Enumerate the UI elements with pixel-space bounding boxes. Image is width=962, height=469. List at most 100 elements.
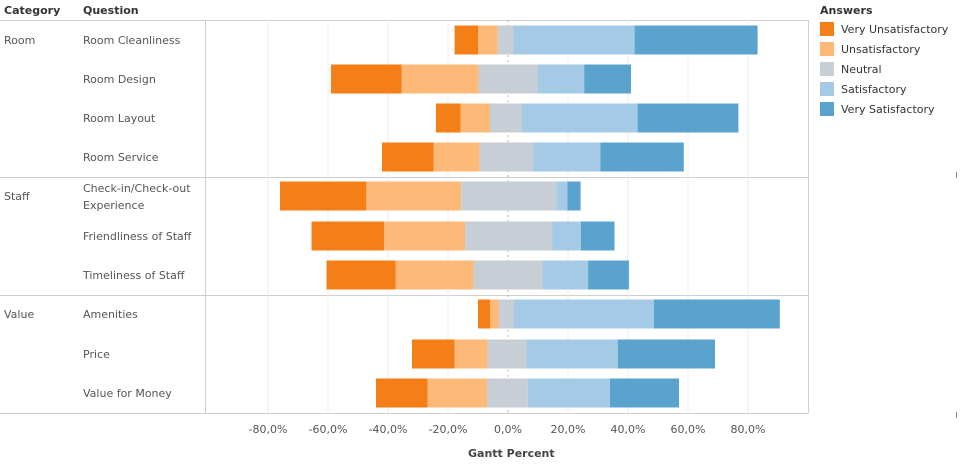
bar-segment-very-unsatisfactory[interactable] bbox=[311, 221, 385, 251]
question-label-friendliness-of-staff: Friendliness of Staff bbox=[83, 230, 192, 243]
legend-item-satisfactory[interactable]: Satisfactory bbox=[820, 82, 907, 96]
bar-segment-very-satisfactory[interactable] bbox=[653, 299, 780, 329]
question-column-header: Question bbox=[83, 4, 139, 17]
bar-segment-very-satisfactory[interactable] bbox=[617, 339, 715, 369]
group-divider-value bbox=[0, 295, 808, 296]
legend-item-very-satisfactory[interactable]: Very Satisfactory bbox=[820, 102, 935, 116]
x-tick-label: 80,0% bbox=[731, 423, 766, 436]
question-label-price: Price bbox=[83, 348, 110, 361]
bar-segment-neutral[interactable] bbox=[461, 181, 557, 211]
bar-segment-very-unsatisfactory[interactable] bbox=[478, 299, 490, 329]
bar-segment-neutral[interactable] bbox=[465, 221, 553, 251]
bar-segment-very-satisfactory[interactable] bbox=[634, 25, 758, 55]
bar-segment-satisfactory[interactable] bbox=[526, 339, 618, 369]
category-label-value: Value bbox=[4, 308, 35, 321]
question-label-value-for-money: Value for Money bbox=[83, 387, 172, 400]
bar-segment-very-satisfactory[interactable] bbox=[600, 142, 684, 172]
legend-swatch bbox=[820, 102, 834, 116]
bar-segment-neutral[interactable] bbox=[478, 64, 538, 94]
question-label-room-service: Room Service bbox=[83, 151, 159, 164]
bar-segment-unsatisfactory[interactable] bbox=[454, 339, 488, 369]
legend-item-neutral[interactable]: Neutral bbox=[820, 62, 882, 76]
bar-segment-unsatisfactory[interactable] bbox=[366, 181, 462, 211]
bar-segment-neutral[interactable] bbox=[487, 378, 528, 408]
bar-segment-neutral[interactable] bbox=[497, 25, 514, 55]
bar-segment-unsatisfactory[interactable] bbox=[395, 260, 474, 290]
plot-right-border bbox=[808, 20, 809, 413]
x-tick-label: -40,0% bbox=[369, 423, 408, 436]
legend-label: Satisfactory bbox=[841, 82, 907, 96]
bar-segment-very-satisfactory[interactable] bbox=[637, 103, 739, 133]
bar-segment-very-satisfactory[interactable] bbox=[580, 221, 615, 251]
edge-tick-mark bbox=[956, 412, 957, 418]
category-label-room: Room bbox=[4, 34, 36, 47]
bar-segment-unsatisfactory[interactable] bbox=[460, 103, 490, 133]
bar-segment-very-unsatisfactory[interactable] bbox=[436, 103, 461, 133]
bar-segment-neutral[interactable] bbox=[487, 339, 527, 369]
legend-label: Very Satisfactory bbox=[841, 102, 935, 116]
x-tick-label: 60,0% bbox=[671, 423, 706, 436]
plot-top-border bbox=[0, 20, 808, 21]
bar-segment-very-unsatisfactory[interactable] bbox=[382, 142, 434, 172]
category-label-staff: Staff bbox=[4, 190, 30, 203]
bar-segment-satisfactory[interactable] bbox=[552, 221, 581, 251]
legend-swatch bbox=[820, 22, 834, 36]
bar-segment-unsatisfactory[interactable] bbox=[427, 378, 487, 408]
bar-segment-satisfactory[interactable] bbox=[521, 103, 638, 133]
question-label-check-in-check-out: Check-in/Check-out Experience bbox=[83, 182, 191, 212]
bar-segment-unsatisfactory[interactable] bbox=[401, 64, 479, 94]
x-tick-label: 20,0% bbox=[551, 423, 586, 436]
question-label-amenities: Amenities bbox=[83, 308, 138, 321]
edge-tick-mark bbox=[956, 172, 957, 178]
bar-segment-unsatisfactory[interactable] bbox=[490, 299, 499, 329]
x-tick-label: -20,0% bbox=[429, 423, 468, 436]
x-tick-label: -60,0% bbox=[309, 423, 348, 436]
bar-segment-very-satisfactory[interactable] bbox=[567, 181, 581, 211]
bar-segment-neutral[interactable] bbox=[490, 103, 522, 133]
bar-segment-satisfactory[interactable] bbox=[537, 64, 585, 94]
x-axis-title: Gantt Percent bbox=[468, 447, 555, 460]
x-tick-label: 40,0% bbox=[611, 423, 646, 436]
bar-segment-very-satisfactory[interactable] bbox=[610, 378, 679, 408]
x-tick-label: -80,0% bbox=[249, 423, 288, 436]
legend-item-very-unsatisfactory[interactable]: Very Unsatisfactory bbox=[820, 22, 948, 36]
legend-label: Neutral bbox=[841, 62, 882, 76]
bar-segment-very-unsatisfactory[interactable] bbox=[376, 378, 428, 408]
group-divider-staff bbox=[0, 177, 808, 178]
bar-segment-very-unsatisfactory[interactable] bbox=[331, 64, 402, 94]
bar-segment-very-satisfactory[interactable] bbox=[588, 260, 629, 290]
bar-segment-satisfactory[interactable] bbox=[533, 142, 601, 172]
bar-segment-very-unsatisfactory[interactable] bbox=[412, 339, 455, 369]
question-label-room-cleanliness: Room Cleanliness bbox=[83, 34, 181, 47]
bar-segment-satisfactory[interactable] bbox=[514, 299, 654, 329]
bar-segment-neutral[interactable] bbox=[473, 260, 543, 290]
bar-segment-unsatisfactory[interactable] bbox=[384, 221, 466, 251]
bar-segment-neutral[interactable] bbox=[499, 299, 514, 329]
question-label-room-layout: Room Layout bbox=[83, 112, 156, 125]
bar-segment-neutral[interactable] bbox=[479, 142, 534, 172]
bar-segment-satisfactory[interactable] bbox=[513, 25, 635, 55]
legend-item-unsatisfactory[interactable]: Unsatisfactory bbox=[820, 42, 920, 56]
bar-segment-very-unsatisfactory[interactable] bbox=[326, 260, 396, 290]
bar-segment-unsatisfactory[interactable] bbox=[433, 142, 480, 172]
legend-label: Very Unsatisfactory bbox=[841, 22, 949, 36]
bar-segment-satisfactory[interactable] bbox=[542, 260, 589, 290]
legend-swatch bbox=[820, 42, 834, 56]
bar-segment-unsatisfactory[interactable] bbox=[478, 25, 498, 55]
legend-label: Unsatisfactory bbox=[841, 42, 921, 56]
plot-bottom-border bbox=[0, 413, 808, 414]
bar-segment-satisfactory[interactable] bbox=[556, 181, 568, 211]
legend-swatch bbox=[820, 82, 834, 96]
bar-segment-very-satisfactory[interactable] bbox=[584, 64, 631, 94]
plot-left-border bbox=[205, 20, 206, 413]
bar-segment-very-unsatisfactory[interactable] bbox=[454, 25, 478, 55]
category-column-header: Category bbox=[4, 4, 61, 17]
question-label-timeliness-of-staff: Timeliness of Staff bbox=[83, 269, 185, 282]
x-tick-label: 0,0% bbox=[494, 423, 522, 436]
question-label-room-design: Room Design bbox=[83, 73, 156, 86]
bar-segment-very-unsatisfactory[interactable] bbox=[280, 181, 367, 211]
bar-segment-satisfactory[interactable] bbox=[527, 378, 610, 408]
legend-title: Answers bbox=[820, 4, 873, 17]
legend-swatch bbox=[820, 62, 834, 76]
